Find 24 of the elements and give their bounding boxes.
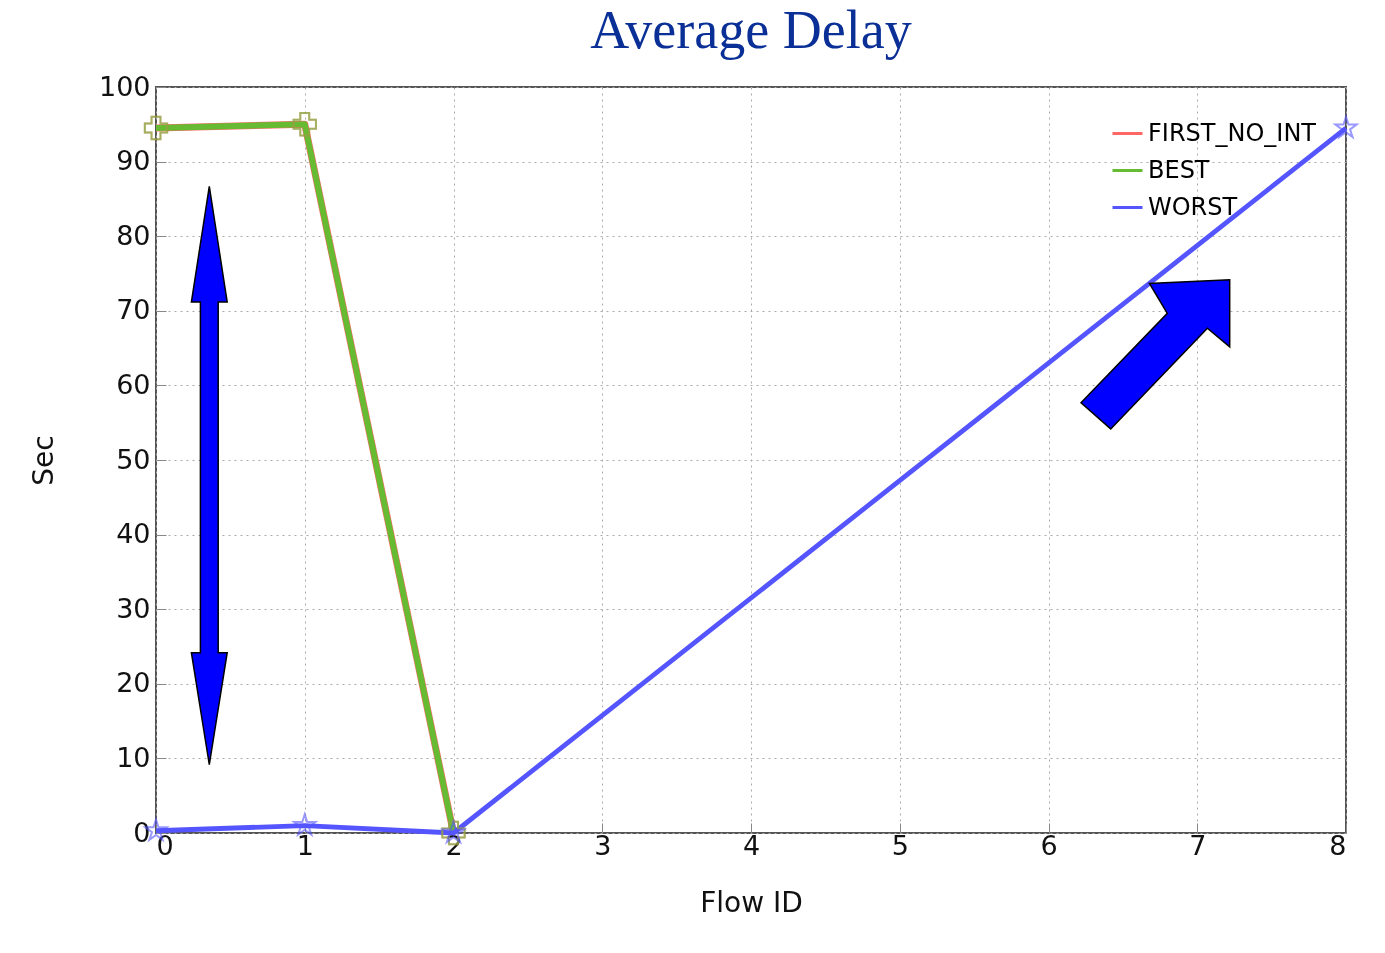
y-tick-label: 70: [116, 294, 151, 326]
y-tick-label: 30: [116, 592, 151, 624]
x-tick-label: 7: [1189, 829, 1207, 861]
x-tick-label: 8: [1329, 829, 1347, 861]
y-axis-title: Sec: [26, 435, 60, 486]
y-tick-label: 80: [116, 219, 151, 251]
x-tick-label: 1: [296, 829, 314, 861]
x-tick-label: 0: [156, 829, 174, 861]
legend-label: BEST: [1148, 155, 1210, 184]
y-tick-label: 100: [98, 70, 151, 102]
legend-label: WORST: [1148, 192, 1238, 221]
x-axis-title: Flow ID: [700, 885, 803, 919]
legend-label: FIRST_NO_INT: [1148, 118, 1317, 147]
y-tick-label: 20: [116, 667, 151, 699]
chart-title: Average Delay: [590, 0, 912, 60]
x-tick-label: 4: [742, 829, 761, 861]
x-tick-label: 5: [891, 829, 909, 861]
y-tick-label: 50: [116, 443, 151, 475]
y-tick-label: 40: [116, 518, 151, 550]
y-tick-label: 90: [116, 145, 151, 177]
x-tick-label: 6: [1040, 829, 1058, 861]
x-tick-label: 3: [594, 829, 612, 861]
y-tick-label: 10: [116, 741, 151, 773]
y-tick-label: 60: [116, 368, 151, 400]
